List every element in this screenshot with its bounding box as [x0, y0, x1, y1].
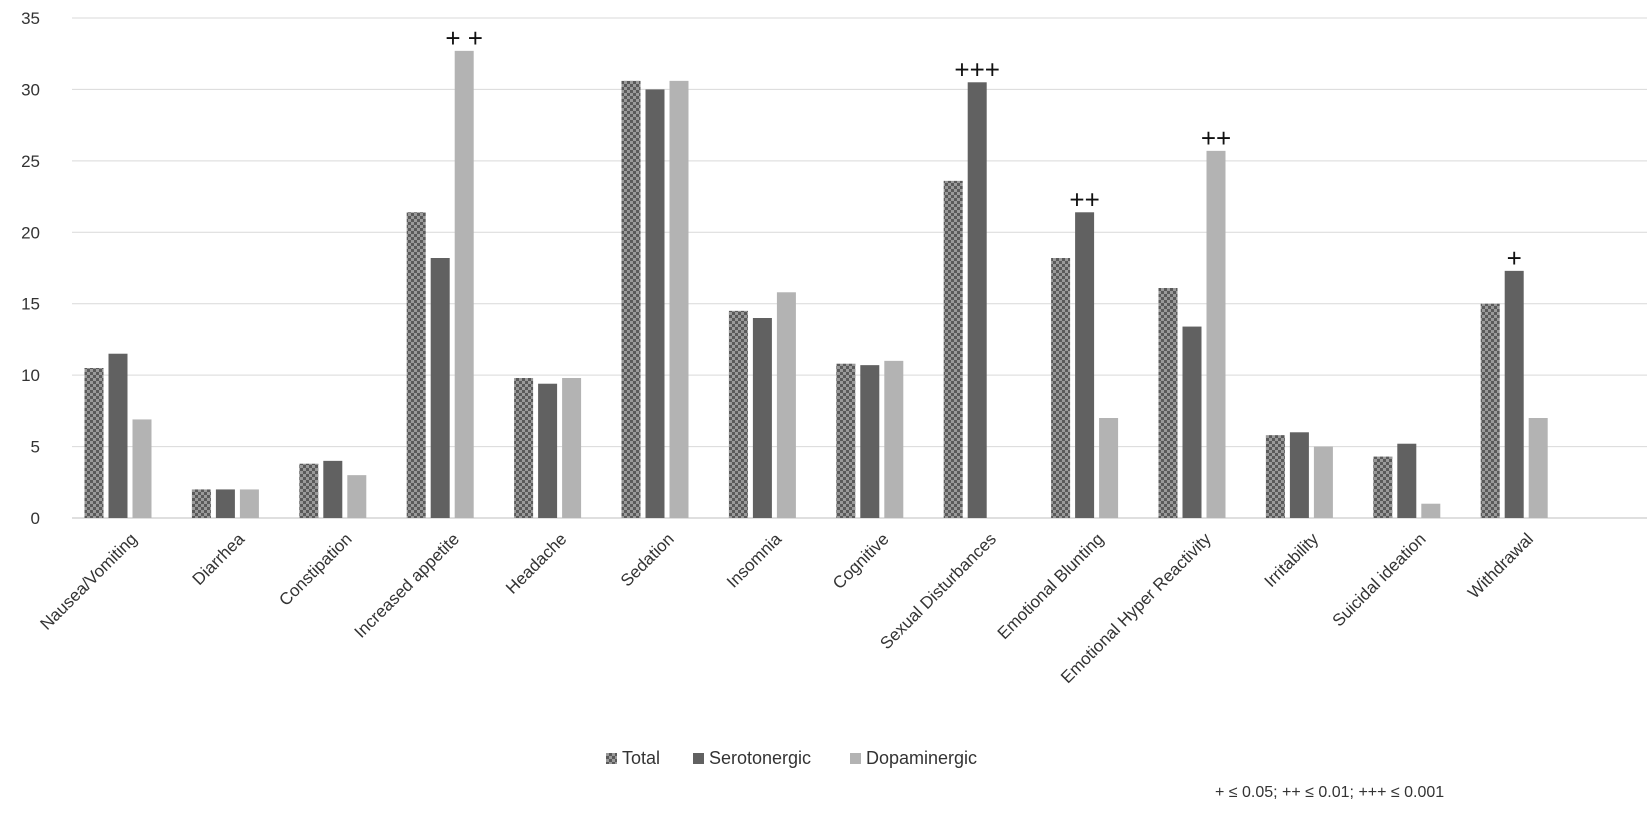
y-tick-label-10: 10: [21, 366, 40, 385]
bar-total-6: [728, 310, 748, 518]
y-tick-label-30: 30: [21, 80, 40, 99]
bar-dopaminergic-9: [1099, 418, 1119, 518]
category-label-0: Nausea/Vomiting: [37, 529, 141, 633]
bar-total-11: [1265, 435, 1285, 518]
bar-serotonergic-4: [538, 383, 558, 518]
bar-total-10: [1158, 288, 1178, 518]
x-axis-categories: Nausea/Vomiting Diarrhea ConstipationIncre…: [37, 529, 1538, 687]
category-label-3: Increased appetite: [351, 529, 463, 641]
category-label-5: Sedation: [617, 529, 678, 590]
significance-marker-0: + +: [445, 23, 483, 53]
bar-total-13: [1480, 303, 1500, 518]
y-tick-label-5: 5: [31, 438, 40, 457]
bar-serotonergic-10: [1182, 326, 1202, 518]
category-label-7: Cognitive: [829, 529, 893, 593]
bar-total-0: [84, 368, 104, 518]
bar-total-7: [836, 363, 856, 518]
bar-serotonergic-1: [215, 489, 235, 518]
significance-marker-3: ++: [1201, 123, 1231, 153]
bars: [84, 50, 1548, 519]
bar-total-5: [621, 80, 641, 518]
bar-total-3: [406, 212, 426, 519]
bar-serotonergic-13: [1504, 270, 1524, 518]
bar-dopaminergic-4: [562, 378, 582, 518]
bar-serotonergic-3: [430, 258, 450, 518]
legend-swatch-total: [606, 753, 617, 764]
y-axis-ticks: 0 5 10 15 20 25 30 35: [21, 9, 40, 528]
bar-dopaminergic-13: [1528, 418, 1548, 518]
bar-serotonergic-11: [1289, 432, 1309, 518]
bar-dopaminergic-12: [1421, 503, 1441, 518]
bar-dopaminergic-5: [669, 80, 689, 518]
bar-dopaminergic-0: [132, 419, 152, 518]
gridlines: [72, 17, 1647, 519]
bar-serotonergic-7: [860, 365, 880, 518]
bar-serotonergic-0: [108, 353, 128, 518]
category-label-1: Diarrhea: [189, 529, 249, 589]
bar-dopaminergic-11: [1313, 446, 1333, 518]
y-tick-label-25: 25: [21, 152, 40, 171]
legend-label-dopaminergic: Dopaminergic: [866, 748, 977, 768]
category-label-8: Sexual Disturbances: [876, 529, 1000, 653]
legend-label-total: Total: [622, 748, 660, 768]
bar-dopaminergic-7: [884, 360, 904, 518]
bar-serotonergic-6: [752, 318, 772, 518]
category-label-6: Insomnia: [723, 529, 786, 592]
y-tick-label-35: 35: [21, 9, 40, 28]
bar-total-9: [1051, 258, 1071, 518]
significance-footnote: + ≤ 0.05; ++ ≤ 0.01; +++ ≤ 0.001: [1215, 784, 1444, 801]
category-label-12: Suicidal ideation: [1329, 529, 1430, 630]
bar-total-1: [191, 489, 211, 518]
category-label-4: Headache: [502, 529, 570, 597]
bar-serotonergic-2: [323, 460, 343, 518]
bar-serotonergic-5: [645, 89, 665, 518]
y-tick-label-0: 0: [31, 509, 40, 528]
bar-total-4: [514, 378, 534, 518]
significance-marker-1: +++: [954, 54, 1000, 84]
category-label-9: Emotional Blunting: [994, 529, 1108, 643]
bar-serotonergic-12: [1397, 443, 1417, 518]
category-label-2: Constipation: [275, 529, 355, 609]
bar-dopaminergic-3: [454, 50, 474, 518]
category-label-13: Withdrawal: [1464, 529, 1537, 602]
bar-total-12: [1373, 456, 1393, 518]
bar-total-8: [943, 180, 963, 518]
y-tick-label-20: 20: [21, 223, 40, 242]
bar-dopaminergic-2: [347, 475, 367, 518]
y-tick-label-15: 15: [21, 295, 40, 314]
significance-annotations: + +++++++++: [445, 23, 1521, 273]
footnote: + ≤ 0.05; ++ ≤ 0.01; +++ ≤ 0.001: [1215, 784, 1444, 801]
bar-dopaminergic-10: [1206, 150, 1226, 518]
bar-total-2: [299, 463, 319, 518]
bar-serotonergic-9: [1075, 212, 1095, 519]
bar-dopaminergic-1: [239, 489, 259, 518]
significance-marker-4: +: [1507, 243, 1522, 273]
bar-serotonergic-8: [967, 82, 987, 519]
significance-marker-2: ++: [1069, 184, 1099, 214]
category-label-11: Irritability: [1261, 529, 1323, 591]
legend-swatch-serotonergic: [693, 753, 704, 764]
bar-dopaminergic-6: [776, 292, 796, 518]
legend: Total Serotonergic Dopaminergic: [606, 748, 977, 768]
legend-swatch-dopaminergic: [850, 753, 861, 764]
legend-label-serotonergic: Serotonergic: [709, 748, 811, 768]
